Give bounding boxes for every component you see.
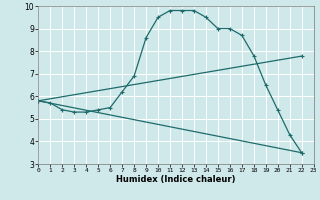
X-axis label: Humidex (Indice chaleur): Humidex (Indice chaleur) <box>116 175 236 184</box>
